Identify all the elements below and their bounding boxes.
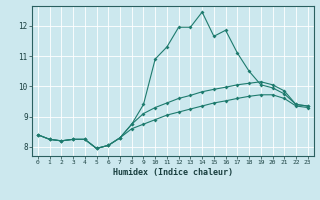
X-axis label: Humidex (Indice chaleur): Humidex (Indice chaleur) xyxy=(113,168,233,177)
